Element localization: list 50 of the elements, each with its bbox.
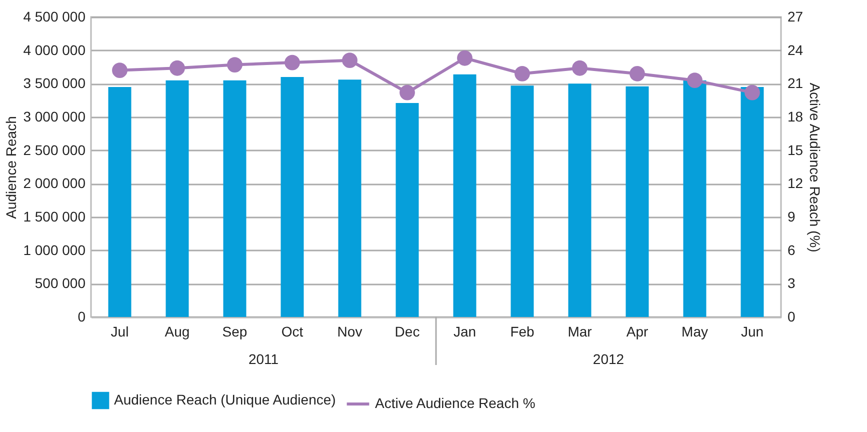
- y-tick-label: 1 000 000: [23, 242, 86, 258]
- y2-tick-label: 27: [788, 8, 804, 24]
- point: [227, 57, 242, 72]
- point: [342, 52, 358, 68]
- x-tick-label: Feb: [510, 324, 535, 340]
- y2-axis-title: Active Audience Reach (%): [807, 82, 824, 252]
- y2-tick-label: 9: [788, 208, 796, 224]
- x-tick-label: Nov: [337, 324, 362, 340]
- y2-tick-label: 12: [788, 175, 804, 192]
- y-tick-label: 3 500 000: [23, 75, 86, 92]
- x-tick-label: Mar: [568, 324, 592, 340]
- legend-label: Audience Reach (Unique Audience): [114, 392, 336, 408]
- point: [514, 66, 530, 82]
- y2-tick-label: 0: [788, 308, 796, 324]
- x-tick-label: Aug: [164, 324, 190, 340]
- point: [630, 66, 645, 82]
- x-tick-label: Jul: [110, 324, 129, 340]
- point: [744, 84, 760, 100]
- y-tick-label: 4 500 000: [23, 8, 86, 24]
- y2-tick-label: 21: [788, 75, 804, 92]
- x-tick-label: Sep: [222, 324, 248, 340]
- y2-tick-label: 24: [788, 42, 804, 58]
- point: [112, 62, 128, 78]
- point: [400, 84, 415, 100]
- y-tick-label: 4 000 000: [23, 42, 86, 58]
- y2-tick-label: 3: [788, 275, 796, 292]
- text: 2012: [592, 351, 624, 367]
- point: [457, 50, 472, 66]
- x-tick-label: Jan: [453, 324, 476, 340]
- y-tick-label: 500 000: [34, 275, 86, 292]
- point: [687, 72, 702, 88]
- legend-label: Active Audience Reach %: [375, 395, 536, 411]
- x-tick-label: Oct: [281, 324, 304, 340]
- y-tick-label: 3 000 000: [23, 108, 86, 124]
- x-tick-label: Dec: [394, 324, 420, 340]
- x-tick-label: Apr: [626, 324, 648, 340]
- x-tick-label: May: [682, 324, 708, 340]
- y2-tick-label: 15: [788, 142, 804, 158]
- y2-tick-label: 6: [788, 242, 796, 258]
- x-tick-label: Jun: [740, 324, 764, 340]
- y-tick-label: 2 000 000: [23, 175, 86, 192]
- y-axis-title: Audience Reach: [3, 116, 20, 219]
- y-tick-label: 1 500 000: [23, 208, 86, 224]
- text: 2011: [248, 351, 279, 367]
- point: [284, 54, 300, 70]
- point: [170, 60, 185, 76]
- y-tick-label: 2 500 000: [23, 142, 86, 158]
- y2-tick-label: 18: [788, 108, 804, 124]
- y-tick-label: 0: [78, 308, 86, 324]
- point: [572, 60, 588, 76]
